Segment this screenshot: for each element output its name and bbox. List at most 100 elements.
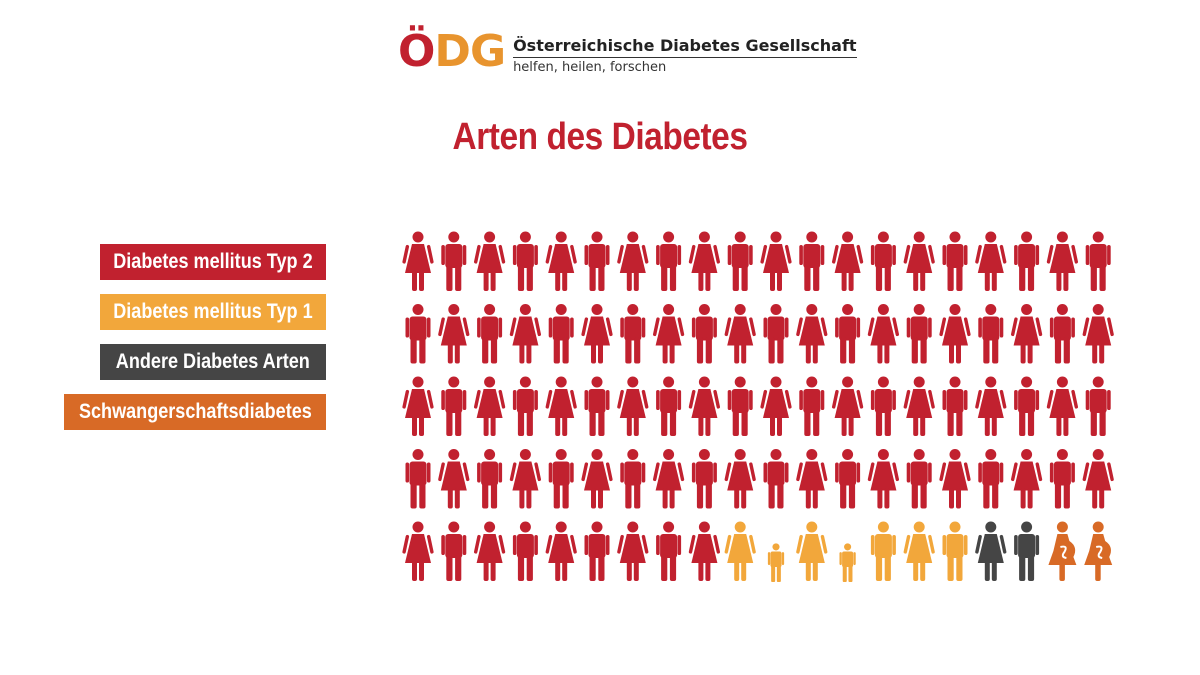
pictogram-icon (903, 521, 935, 581)
legend-label: Diabetes mellitus Typ 1 (113, 300, 313, 323)
pictogram-icon (763, 449, 789, 509)
pictogram-icon (1049, 449, 1075, 509)
pictogram-icon (477, 449, 503, 509)
pictogram-icon (438, 449, 470, 509)
pictogram-icon (796, 304, 828, 364)
pictogram-icon (724, 521, 756, 581)
pictogram-icon (975, 521, 1007, 581)
pictogram-icon (978, 449, 1004, 509)
pictogram-icon (548, 449, 574, 509)
pictogram-icon (767, 543, 785, 582)
pictogram-icon (975, 376, 1007, 436)
pictogram-icon (402, 376, 434, 436)
pictogram-icon (653, 449, 685, 509)
chart-title: Arten des Diabetes (452, 116, 748, 158)
pictogram-icon (656, 231, 682, 291)
pictogram-icon (942, 521, 968, 581)
pictogram-icon (512, 376, 538, 436)
legend-item-other: Andere Diabetes Arten (100, 344, 326, 380)
pictogram-icon (545, 521, 577, 581)
pictogram-icon (441, 376, 467, 436)
pictogram-icon (939, 449, 971, 509)
pictogram-icon (617, 376, 649, 436)
pictogram-icon (545, 376, 577, 436)
pictogram-icon (1085, 376, 1111, 436)
pictogram-icon (620, 304, 646, 364)
organization-header: Ö D G Österreichische Diabetes Gesellsch… (398, 30, 857, 75)
pictogram-icon (441, 231, 467, 291)
pictogram-icon (688, 521, 720, 581)
pictogram-icon (438, 304, 470, 364)
pictogram-icon (903, 231, 935, 291)
pictogram-icon (405, 449, 431, 509)
pictogram-icon (870, 376, 896, 436)
pictogram-icon (512, 521, 538, 581)
pictogram-icon (584, 231, 610, 291)
pictogram-icon (512, 231, 538, 291)
pictogram-icon (942, 231, 968, 291)
pictogram-icon (620, 449, 646, 509)
pictogram-icon (474, 231, 506, 291)
pictogram-icon (688, 231, 720, 291)
pictogram-icon (942, 376, 968, 436)
legend-item-typ1: Diabetes mellitus Typ 1 (100, 294, 326, 330)
pictogram-icon (1011, 449, 1043, 509)
legend-label: Andere Diabetes Arten (115, 350, 311, 373)
pictogram-icon (691, 304, 717, 364)
pictogram-icon (799, 376, 825, 436)
pictogram-icon (724, 304, 756, 364)
pictogram-icon (474, 376, 506, 436)
chart-legend: Diabetes mellitus Typ 2 Diabetes mellitu… (64, 244, 326, 444)
pictogram-icon (688, 376, 720, 436)
pictogram-icon (474, 521, 506, 581)
pictogram-icon (1014, 521, 1040, 581)
logo-letter: G (469, 26, 506, 77)
pictogram-icon (1085, 231, 1111, 291)
logo-letter: D (434, 26, 471, 77)
pictogram-icon (1048, 521, 1077, 581)
pictogram-icon (509, 449, 541, 509)
pictogram-icon (581, 449, 613, 509)
pictogram-icon (978, 304, 1004, 364)
pictogram-icon (835, 304, 861, 364)
pictogram-icon (691, 449, 717, 509)
pictogram-icon (1014, 376, 1040, 436)
pictogram-icon (727, 231, 753, 291)
pictogram-icon (939, 304, 971, 364)
pictogram-icon (617, 231, 649, 291)
pictogram-icon (1046, 231, 1078, 291)
pictogram-icon (548, 304, 574, 364)
pictogram-icon (870, 231, 896, 291)
pictogram-icon (975, 231, 1007, 291)
pictogram-icon (796, 449, 828, 509)
pictogram-icon (839, 543, 856, 582)
pictogram-icon (402, 521, 434, 581)
pictogram-grid (402, 231, 1114, 582)
legend-label: Schwangerschaftsdiabetes (78, 400, 312, 423)
pictogram-icon (1084, 521, 1113, 581)
organization-name: Österreichische Diabetes Gesellschaft (513, 36, 857, 58)
pictogram-icon (581, 304, 613, 364)
pictogram-icon (1011, 304, 1043, 364)
pictogram-icon (760, 231, 792, 291)
pictogram-icon (1014, 231, 1040, 291)
pictogram-icon (584, 521, 610, 581)
pictogram-icon (441, 521, 467, 581)
pictogram-icon (870, 521, 896, 581)
logo-text: Österreichische Diabetes Gesellschaft he… (513, 36, 857, 75)
legend-item-gestational: Schwangerschaftsdiabetes (64, 394, 326, 430)
pictogram-icon (1049, 304, 1075, 364)
pictogram-icon (763, 304, 789, 364)
pictogram-icon (509, 304, 541, 364)
pictogram-icon (656, 521, 682, 581)
pictogram-icon (402, 231, 434, 291)
pictogram-icon (653, 304, 685, 364)
pictogram-icon (405, 304, 431, 364)
pictogram-icon (617, 521, 649, 581)
odg-logo: Ö D G (398, 26, 506, 77)
logo-letter: Ö (398, 26, 435, 77)
pictogram-icon (835, 449, 861, 509)
pictogram-icon (760, 376, 792, 436)
legend-label: Diabetes mellitus Typ 2 (113, 250, 313, 273)
pictogram-icon (906, 304, 932, 364)
